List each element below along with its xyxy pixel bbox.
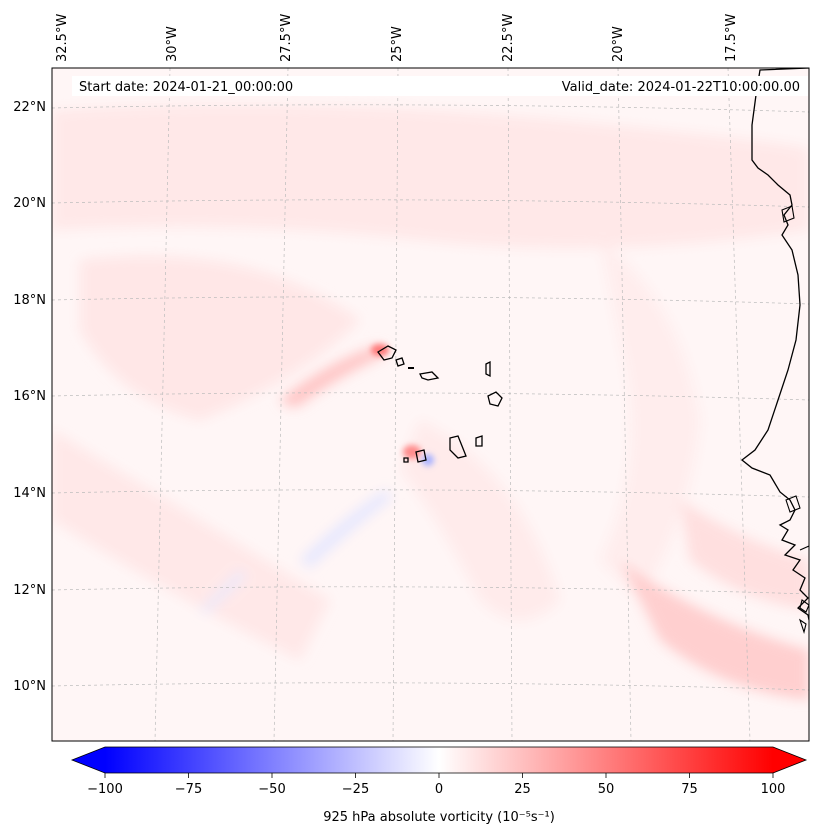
latitude-labels: 22°N 20°N 18°N 16°N 14°N 12°N 10°N: [13, 100, 46, 694]
colorbar-gradient: [105, 747, 773, 773]
island-boa-vista: [487, 391, 503, 407]
colorbar-tick-label: 50: [598, 782, 615, 797]
lat-label: 14°N: [13, 486, 46, 501]
lon-label: 22.5°W: [501, 14, 516, 62]
lon-label: 27.5°W: [279, 14, 294, 62]
colorbar-label: 925 hPa absolute vorticity (10⁻⁵s⁻¹): [323, 810, 555, 825]
lat-label: 18°N: [13, 293, 46, 308]
colorbar-tick-label: 100: [761, 782, 786, 797]
lon-label: 32.5°W: [55, 14, 70, 62]
lon-label: 20°W: [611, 26, 626, 62]
island-santo-antao: [377, 345, 397, 361]
colorbar-tick-label: −25: [342, 782, 369, 797]
colorbar: −100 −75 −50 −25 0 25 50 75 100 925 hPa absolute…: [70, 746, 808, 825]
lon-label: 17.5°W: [724, 14, 739, 62]
island-sao-nicolau: [419, 371, 440, 381]
gridlines: [52, 68, 809, 741]
lat-label: 16°N: [13, 389, 46, 404]
colorbar-low-extend: [72, 747, 105, 773]
longitude-labels: 32.5°W 30°W 27.5°W 25°W 22.5°W 20°W 17.5…: [55, 14, 739, 62]
lat-label: 12°N: [13, 583, 46, 598]
island-brava: [403, 457, 409, 463]
cape-verde-islands: [377, 345, 503, 463]
coast-details: [781, 205, 809, 634]
island-santiago: [449, 435, 467, 459]
africa-coastline: [740, 68, 809, 621]
lon-label: 25°W: [390, 26, 405, 62]
island-sal: [485, 360, 491, 378]
colorbar-tick-label: 75: [681, 782, 698, 797]
colorbar-tick-label: 0: [435, 782, 443, 797]
vorticity-map: [52, 68, 809, 741]
colorbar-tick-label: −50: [258, 782, 285, 797]
island-fogo: [415, 449, 427, 463]
colorbar-ticks: −100 −75 −50 −25 0 25 50 75 100: [87, 773, 785, 797]
header-box: [72, 76, 808, 96]
map-frame: [51, 67, 810, 742]
vorticity-patches: [52, 104, 809, 700]
lat-label: 20°N: [13, 196, 46, 211]
colorbar-tick-label: −100: [87, 782, 123, 797]
island-maio: [475, 435, 483, 447]
lon-label: 30°W: [165, 26, 180, 62]
colorbar-tick-label: 25: [514, 782, 531, 797]
colorbar-tick-label: −75: [175, 782, 202, 797]
lat-label: 10°N: [13, 679, 46, 694]
valid-date-text: Valid_date: 2024-01-22T10:00:00.00: [562, 80, 800, 95]
island-sao-vicente: [395, 357, 405, 367]
start-date-text: Start date: 2024-01-21_00:00:00: [79, 80, 293, 95]
colorbar-high-extend: [773, 747, 806, 773]
lat-label: 22°N: [13, 100, 46, 115]
